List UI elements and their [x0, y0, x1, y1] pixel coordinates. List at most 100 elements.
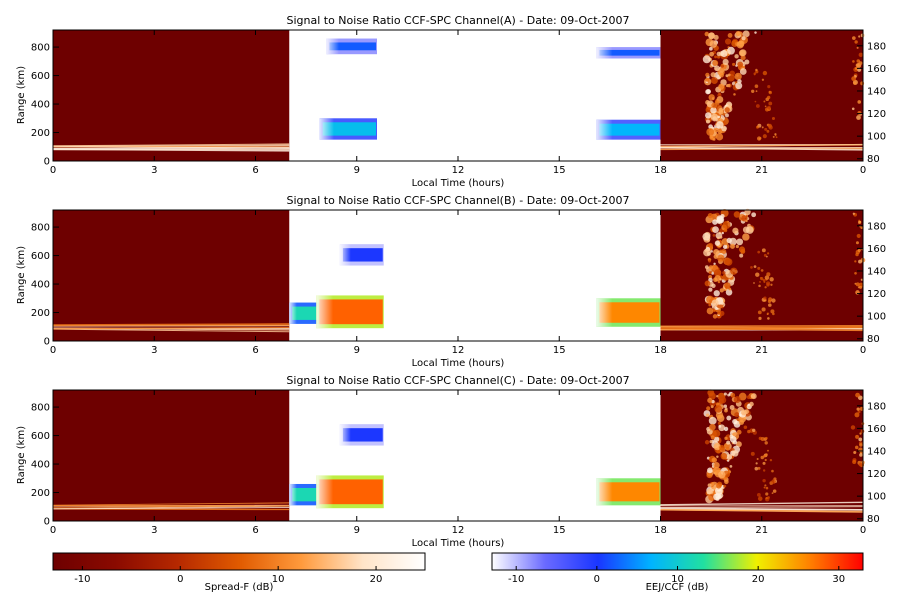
panel-a-plume-cell: [756, 125, 760, 128]
panel-c-y-tick-label: 800: [31, 403, 50, 414]
panel-c-plume-cell: [707, 467, 713, 474]
panel-a-plume-cell: [716, 121, 724, 129]
panel-b-y2-tick-label: 140: [867, 266, 886, 277]
panel-c-y2-tick-label: 100: [867, 492, 886, 503]
panel-c-plume-cell: [704, 440, 710, 445]
panel-b-x-tick-label: 21: [755, 345, 768, 356]
panel-a-x-tick-label: 21: [755, 165, 768, 176]
panel-a-plume-cell: [856, 115, 861, 120]
panel-a-plume-cell: [734, 54, 739, 59]
panel-c-plume-cell: [706, 413, 710, 417]
panel-c-night-echoes: [52, 389, 865, 521]
panel-b-echo-0: [289, 302, 320, 324]
panel-c-plume-cell: [707, 397, 713, 404]
panel-a-plume-cell: [706, 128, 715, 136]
panel-b-plume-cell: [771, 298, 776, 303]
colorbar-eej-ccf-label: EEJ/CCF (dB): [646, 582, 709, 593]
panel-b-x-tick-label: 0: [860, 345, 866, 356]
panel-a-night-streak: [660, 147, 864, 151]
panel-b-plume-cell: [712, 314, 718, 319]
panel-a-plume-cell: [705, 77, 710, 82]
colorbar-tick-label: 20: [370, 574, 383, 585]
panel-b-plume-cell: [717, 254, 725, 262]
colorbar-spread-f-label: Spread-F (dB): [205, 582, 274, 593]
panel-a-plume-cell: [858, 61, 863, 66]
panel-b-plume-cell: [730, 243, 735, 249]
panel-b-plume-cell: [735, 244, 739, 249]
panel-c-echo-0-edge: [289, 483, 320, 506]
panel-a-plume-cell: [756, 136, 762, 141]
panel-c-plume-cell: [726, 415, 732, 421]
panel-a-plume-cell: [711, 77, 718, 84]
panel-a-plume-cell: [727, 83, 731, 88]
panel-b-plume-cell: [721, 231, 724, 235]
panel-a-plume-cell: [714, 55, 718, 59]
panel-a-plume-cell: [720, 64, 725, 68]
panel-a-echo-1-edge: [319, 118, 377, 140]
panel-a-plume-cell: [763, 100, 766, 103]
panel-a-y-tick-label: 400: [31, 100, 50, 111]
panel-c-echo-1: [316, 475, 384, 509]
panel-a-echo-0-edge: [326, 38, 377, 55]
panel-a-night-echoes: [52, 30, 865, 161]
panel-a-plume-cell: [714, 65, 720, 72]
panel-a-plume-cell: [768, 90, 773, 95]
panel-b-night-echoes: [52, 208, 866, 341]
panel-a-plume-cell: [716, 51, 722, 57]
panel-b-plume-cell: [714, 240, 721, 246]
panel-b-x-axis-title: Local Time (hours): [412, 358, 505, 369]
panel-c-x-tick-label: 0: [50, 525, 56, 536]
panel-c-plume-cell: [738, 392, 747, 401]
panel-c-plume-cell: [754, 466, 759, 471]
panel-b-plume-cell: [858, 259, 862, 264]
panel-a-plume-cell: [762, 134, 767, 139]
panel-b-night-layer-1: [660, 324, 864, 332]
panel-c-plume-cell: [715, 486, 723, 495]
panel-a-plume-cell: [855, 63, 860, 68]
panel-c-plume-cell: [724, 407, 728, 411]
panel-b-night-streak: [660, 324, 864, 328]
panel-c-echo-3-edge: [596, 478, 661, 506]
panel-c-plume-cell: [858, 462, 863, 467]
panel-a-plume-cell: [767, 85, 771, 89]
panel-c-x-tick-label: 9: [354, 525, 360, 536]
panel-c-plume-cell: [855, 434, 860, 439]
panel-b-night-streak: [660, 326, 864, 329]
panel-c-plume-cell: [738, 419, 745, 425]
panel-b-plume-cell: [745, 219, 748, 223]
panel-c-plume-cell: [716, 483, 722, 489]
panel-b-plume-cell: [733, 211, 741, 218]
panel-c-plume-cell: [707, 483, 712, 488]
panel-b-plume-cell: [761, 248, 766, 253]
panel-b-plume-cell: [724, 282, 731, 289]
panel-b-plume-cell: [767, 252, 770, 255]
panel-b-plume-cell: [755, 272, 760, 277]
panel-c-plume-cell: [749, 401, 754, 407]
panel-c-plume-cell: [726, 459, 730, 462]
panel-c-plume-cell: [772, 489, 777, 493]
panel-a-plume-cell: [766, 129, 770, 133]
panel-c-plume-cell: [720, 452, 728, 460]
panel-c-plume-cell: [710, 405, 714, 409]
panel-a-plume-cell: [772, 135, 775, 138]
panel-a-plume-cell: [709, 40, 718, 48]
panel-c-plume-cell: [765, 436, 768, 440]
panel-b-plume-cell: [708, 259, 711, 263]
panel-c-plume-cell: [708, 416, 717, 425]
panel-b-plume-cell: [732, 227, 739, 234]
panel-b-plume-cell: [767, 317, 770, 320]
panel-a-echo-1: [319, 118, 377, 140]
panel-c-x-tick-label: 3: [151, 525, 157, 536]
panel-c-y-tick-label: 200: [31, 488, 50, 499]
panel-b-plume-cell: [759, 281, 761, 283]
panel-b-plume-cell: [857, 286, 860, 289]
panel-b-plume-cell: [716, 215, 724, 223]
panel-b-plume-cell: [713, 262, 716, 266]
panel-a-plume-cell: [764, 127, 768, 131]
panel-b-x-tick-label: 12: [452, 345, 465, 356]
panel-a-plume-cell: [737, 61, 744, 68]
panel-a-echo-3: [596, 119, 661, 140]
panel-c-plume-cell: [713, 462, 720, 469]
panel-a-plume-cell: [751, 89, 755, 93]
panel-a-x-tick-label: 0: [860, 165, 866, 176]
